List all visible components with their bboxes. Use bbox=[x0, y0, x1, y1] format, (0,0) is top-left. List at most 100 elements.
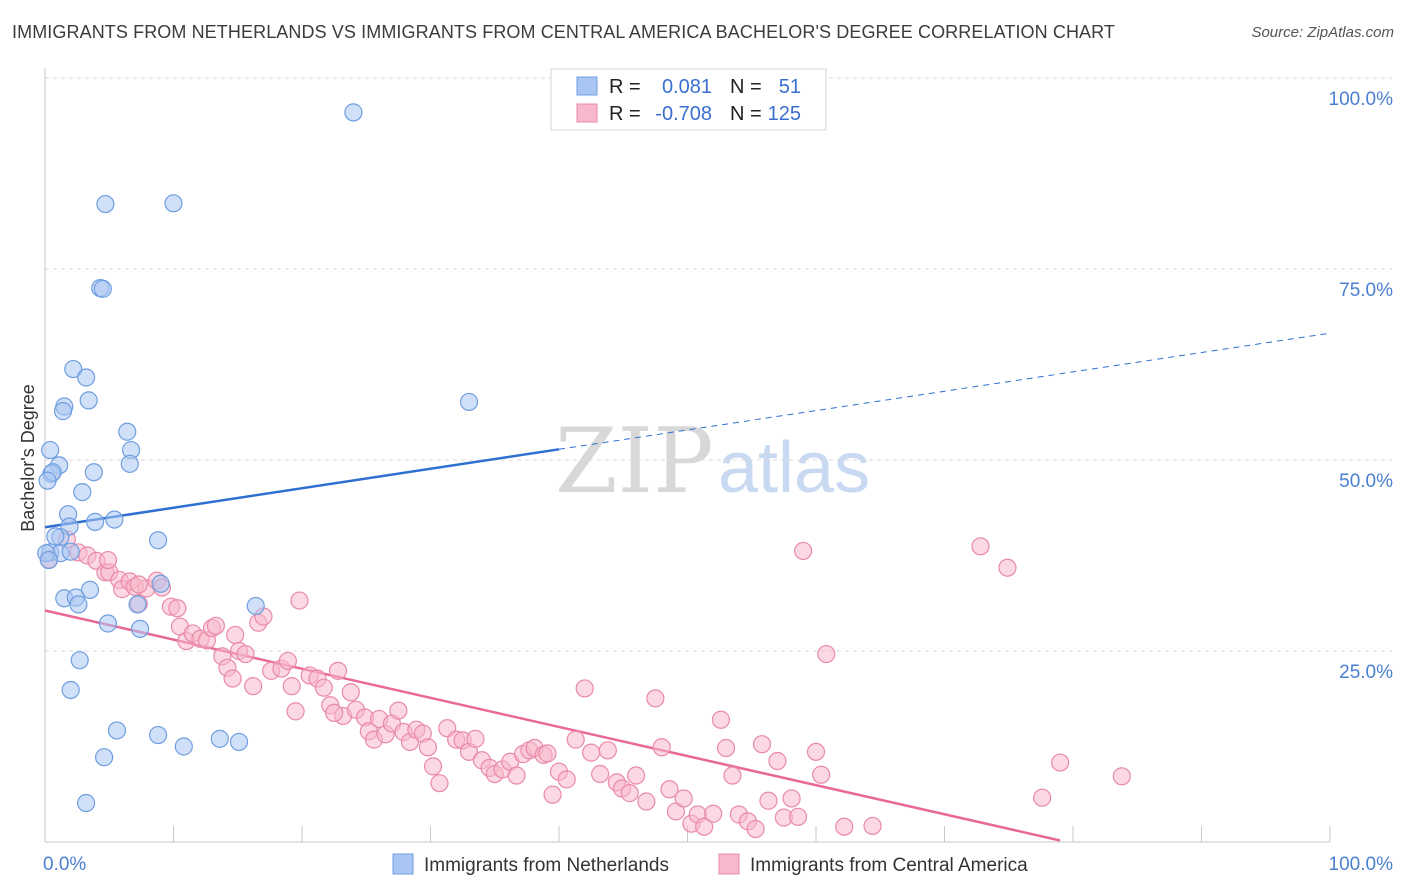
point-netherlands bbox=[41, 440, 60, 460]
point-central-america bbox=[646, 689, 665, 708]
point-netherlands bbox=[130, 619, 150, 638]
point-netherlands bbox=[84, 463, 103, 482]
point-netherlands bbox=[46, 527, 65, 546]
point-netherlands bbox=[164, 194, 183, 213]
point-central-america bbox=[637, 792, 656, 811]
point-central-america bbox=[341, 683, 360, 702]
trend-lines bbox=[44, 332, 1331, 842]
stats-n-label-2: N = bbox=[730, 103, 762, 125]
point-central-america bbox=[652, 738, 671, 757]
y-tick-label: 50.0% bbox=[1339, 471, 1393, 492]
point-netherlands bbox=[105, 510, 124, 529]
point-netherlands bbox=[53, 402, 73, 421]
point-central-america bbox=[282, 677, 301, 696]
point-netherlands bbox=[95, 748, 114, 767]
point-central-america bbox=[620, 784, 639, 803]
point-netherlands bbox=[79, 391, 98, 410]
point-central-america bbox=[223, 669, 242, 688]
point-netherlands bbox=[459, 392, 479, 412]
point-central-america bbox=[206, 616, 226, 635]
chart-title: IMMIGRANTS FROM NETHERLANDS VS IMMIGRANT… bbox=[12, 22, 1116, 42]
point-central-america bbox=[1051, 753, 1070, 772]
point-central-america bbox=[723, 766, 742, 785]
point-central-america bbox=[557, 770, 576, 789]
point-central-america bbox=[1112, 767, 1131, 786]
point-netherlands bbox=[39, 550, 58, 570]
point-netherlands bbox=[38, 471, 57, 490]
point-netherlands bbox=[77, 368, 96, 387]
point-central-america bbox=[806, 742, 826, 761]
source-label: Source: ZipAtlas.com bbox=[1251, 24, 1394, 41]
stats-r-value-1: 0.081 bbox=[662, 76, 712, 98]
point-netherlands bbox=[70, 651, 89, 670]
point-central-america bbox=[423, 757, 443, 776]
point-netherlands bbox=[80, 580, 100, 599]
point-central-america bbox=[768, 751, 787, 771]
stats-n-value-2: 125 bbox=[768, 103, 801, 125]
point-central-america bbox=[168, 599, 187, 618]
point-central-america bbox=[812, 765, 831, 784]
point-netherlands bbox=[61, 542, 80, 561]
point-netherlands bbox=[86, 512, 105, 531]
point-central-america bbox=[466, 729, 485, 748]
trend-line-netherlands-extension bbox=[558, 332, 1331, 450]
stats-swatch-blue bbox=[576, 76, 598, 96]
x-tick-label-max: 100.0% bbox=[1329, 854, 1394, 875]
point-central-america bbox=[418, 738, 438, 757]
stats-n-label-1: N = bbox=[730, 76, 762, 98]
point-central-america bbox=[752, 735, 772, 754]
point-netherlands bbox=[98, 614, 118, 633]
stats-box: R = 0.081 N = 51 R = -0.708 N = 125 bbox=[550, 68, 827, 131]
point-central-america bbox=[582, 743, 601, 762]
point-central-america bbox=[863, 816, 882, 836]
point-central-america bbox=[704, 804, 723, 823]
point-central-america bbox=[746, 819, 765, 839]
point-central-america bbox=[543, 785, 562, 804]
point-central-america bbox=[236, 644, 255, 664]
y-axis-label: Bachelor's Degree bbox=[18, 384, 38, 532]
point-central-america bbox=[626, 766, 646, 785]
point-central-america bbox=[278, 651, 297, 671]
point-central-america bbox=[575, 679, 594, 698]
point-netherlands bbox=[96, 194, 115, 214]
point-netherlands bbox=[210, 729, 229, 748]
point-central-america bbox=[98, 550, 118, 570]
point-central-america bbox=[538, 744, 557, 763]
watermark-atlas: atlas bbox=[718, 428, 870, 508]
legend-label-central-america: Immigrants from Central America bbox=[750, 855, 1028, 876]
point-central-america bbox=[794, 541, 813, 561]
point-central-america bbox=[835, 817, 854, 836]
point-netherlands bbox=[118, 422, 137, 441]
point-central-america bbox=[507, 766, 526, 785]
point-netherlands bbox=[69, 595, 88, 614]
point-central-america bbox=[788, 807, 808, 826]
point-netherlands bbox=[174, 737, 193, 756]
data-points bbox=[37, 103, 1131, 839]
point-central-america bbox=[782, 789, 801, 808]
point-netherlands bbox=[64, 359, 83, 379]
point-central-america bbox=[430, 774, 449, 793]
point-netherlands bbox=[77, 793, 96, 813]
point-central-america bbox=[660, 780, 679, 799]
point-netherlands bbox=[246, 596, 265, 616]
axes: 25.0% 50.0% 75.0% 100.0% 0.0% 100.0% bbox=[43, 68, 1393, 875]
legend-label-netherlands: Immigrants from Netherlands bbox=[424, 855, 669, 876]
point-netherlands bbox=[93, 279, 112, 298]
stats-n-value-1: 51 bbox=[779, 76, 801, 98]
point-netherlands bbox=[148, 725, 168, 745]
point-central-america bbox=[129, 575, 148, 594]
legend: Immigrants from Netherlands Immigrants f… bbox=[392, 853, 1028, 876]
trend-line-netherlands bbox=[44, 448, 560, 529]
legend-swatch-central-america bbox=[718, 853, 740, 875]
y-tick-label: 75.0% bbox=[1339, 280, 1393, 301]
watermark-zip: ZIP bbox=[555, 409, 714, 514]
trend-line-central-america bbox=[44, 609, 1061, 842]
point-central-america bbox=[817, 644, 836, 664]
grid-lines bbox=[45, 77, 1392, 652]
point-central-america bbox=[314, 678, 333, 697]
stats-r-label-2: R = bbox=[609, 103, 641, 125]
point-central-america bbox=[226, 625, 245, 645]
point-central-america bbox=[759, 791, 778, 810]
point-netherlands bbox=[148, 531, 168, 550]
